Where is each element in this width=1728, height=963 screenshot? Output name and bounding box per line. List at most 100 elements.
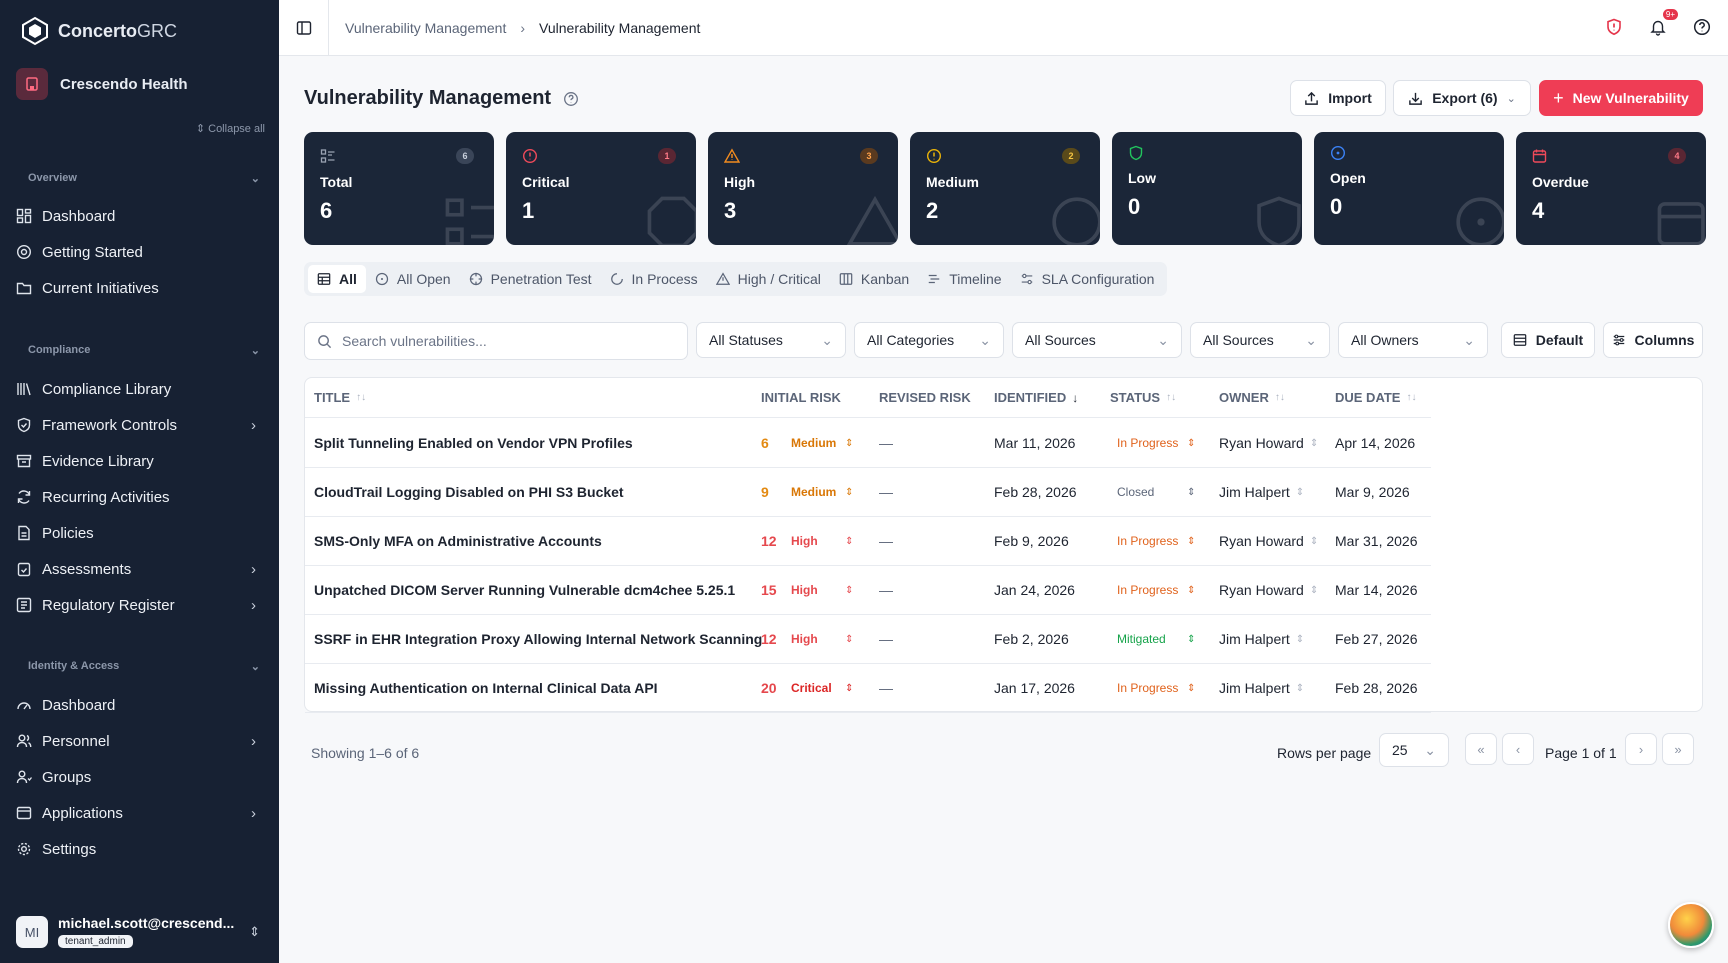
sidebar-item-policies[interactable]: Policies (16, 517, 264, 549)
cell-initial-risk[interactable]: 9 Medium ⇕ (761, 468, 853, 516)
source-filter-select-2[interactable]: All Sources ⌄ (1190, 322, 1330, 358)
column-header-revised-risk[interactable]: REVISED RISK (879, 378, 971, 417)
cell-title[interactable]: Missing Authentication on Internal Clini… (314, 680, 658, 696)
column-header-title[interactable]: TITLE ↑↓ (314, 378, 366, 417)
sidebar-item-recurring-activities[interactable]: Recurring Activities (16, 481, 264, 513)
sidebar-item-current-initiatives[interactable]: Current Initiatives (16, 272, 264, 304)
last-page-button[interactable]: » (1662, 733, 1694, 765)
cell-initial-risk[interactable]: 20 Critical ⇕ (761, 664, 853, 712)
cell-initial-risk[interactable]: 15 High ⇕ (761, 566, 853, 614)
tab-in-process[interactable]: In Process (601, 265, 707, 293)
chevron-updown-icon: ⇕ (845, 633, 854, 645)
cell-initial-risk[interactable]: 6 Medium ⇕ (761, 419, 853, 467)
cell-title[interactable]: CloudTrail Logging Disabled on PHI S3 Bu… (314, 484, 624, 500)
cell-title[interactable]: Unpatched DICOM Server Running Vulnerabl… (314, 582, 736, 598)
cell-owner[interactable]: Jim Halpert ⇕ (1219, 468, 1304, 516)
column-header-initial-risk[interactable]: INITIAL RISK (761, 378, 841, 417)
source-filter-select[interactable]: All Sources ⌄ (1012, 322, 1182, 358)
sidebar-item-framework-controls[interactable]: Framework Controls › (16, 409, 264, 441)
cell-owner[interactable]: Jim Halpert ⇕ (1219, 664, 1304, 712)
rows-per-page-select[interactable]: 25 ⌄ (1379, 733, 1449, 767)
cell-status[interactable]: In Progress ⇕ (1117, 419, 1195, 467)
cell-title[interactable]: Split Tunneling Enabled on Vendor VPN Pr… (314, 435, 633, 451)
cell-owner[interactable]: Ryan Howard ⇕ (1219, 566, 1318, 614)
next-page-button[interactable]: › (1625, 733, 1657, 765)
first-page-button[interactable]: « (1465, 733, 1497, 765)
import-button[interactable]: Import (1290, 80, 1386, 116)
cell-title[interactable]: SSRF in EHR Integration Proxy Allowing I… (314, 631, 763, 647)
status-filter-select[interactable]: All Statuses ⌄ (696, 322, 846, 358)
sidebar-item-getting-started[interactable]: Getting Started (16, 236, 264, 268)
new-vulnerability-button[interactable]: + New Vulnerability (1539, 80, 1703, 116)
stat-card-medium[interactable]: 2 Medium 2 (910, 132, 1100, 245)
column-header-due-date[interactable]: DUE DATE ↑↓ (1335, 378, 1416, 417)
cell-status[interactable]: Closed ⇕ (1117, 468, 1195, 516)
table-row[interactable]: SSRF in EHR Integration Proxy Allowing I… (305, 615, 1431, 664)
search-input[interactable]: Search vulnerabilities... (304, 322, 688, 360)
cell-status[interactable]: In Progress ⇕ (1117, 664, 1195, 712)
sidebar-item-dashboard[interactable]: Dashboard (16, 200, 264, 232)
user-menu[interactable]: MI michael.scott@crescend... tenant_admi… (16, 914, 264, 950)
stat-card-critical[interactable]: 1 Critical 1 (506, 132, 696, 245)
breadcrumb-parent-link[interactable]: Vulnerability Management (345, 19, 507, 36)
stat-label: High (724, 174, 756, 190)
stat-card-high[interactable]: 3 High 3 (708, 132, 898, 245)
section-identity-access[interactable]: Identity & Access ⌄ (28, 660, 260, 673)
org-switcher[interactable]: Crescendo Health (16, 68, 188, 100)
category-filter-select[interactable]: All Categories ⌄ (854, 322, 1004, 358)
collapse-all-button[interactable]: ⇕ Collapse all (195, 123, 265, 135)
tab-penetration-test[interactable]: Penetration Test (460, 265, 601, 293)
owner-filter-select[interactable]: All Owners ⌄ (1338, 322, 1488, 358)
help-button[interactable] (1690, 15, 1714, 39)
export-button[interactable]: Export (6) ⌄ (1393, 80, 1531, 116)
sidebar-item-settings[interactable]: Settings (16, 833, 264, 865)
cell-owner[interactable]: Ryan Howard ⇕ (1219, 419, 1318, 467)
sidebar-item-regulatory-register[interactable]: Regulatory Register › (16, 589, 264, 621)
table-row[interactable]: CloudTrail Logging Disabled on PHI S3 Bu… (305, 468, 1431, 517)
cell-initial-risk[interactable]: 12 High ⇕ (761, 517, 853, 565)
sidebar-item-evidence-library[interactable]: Evidence Library (16, 445, 264, 477)
sidebar-toggle-button[interactable] (279, 0, 329, 56)
tab-all[interactable]: All (308, 265, 366, 293)
cell-title[interactable]: SMS-Only MFA on Administrative Accounts (314, 533, 602, 549)
sidebar-item-compliance-library[interactable]: Compliance Library (16, 373, 264, 405)
assistant-launcher-button[interactable] (1668, 902, 1714, 948)
section-overview[interactable]: Overview ⌄ (28, 172, 260, 185)
column-header-owner[interactable]: OWNER ↑↓ (1219, 378, 1285, 417)
notifications-button[interactable]: 9+ (1646, 9, 1678, 39)
cell-owner[interactable]: Jim Halpert ⇕ (1219, 615, 1304, 663)
table-row[interactable]: Unpatched DICOM Server Running Vulnerabl… (305, 566, 1431, 615)
column-header-status[interactable]: STATUS ↑↓ (1110, 378, 1176, 417)
columns-button[interactable]: Columns (1603, 322, 1703, 358)
table-row[interactable]: Split Tunneling Enabled on Vendor VPN Pr… (305, 419, 1431, 468)
sidebar-item-applications[interactable]: Applications › (16, 797, 264, 829)
security-alert-button[interactable] (1602, 15, 1626, 39)
tab-timeline[interactable]: Timeline (918, 265, 1010, 293)
tab-high-critical[interactable]: High / Critical (707, 265, 830, 293)
sidebar-item-assessments[interactable]: Assessments › (16, 553, 264, 585)
table-row[interactable]: Missing Authentication on Internal Clini… (305, 664, 1431, 713)
cell-status[interactable]: In Progress ⇕ (1117, 517, 1195, 565)
cell-status[interactable]: In Progress ⇕ (1117, 566, 1195, 614)
tab-kanban[interactable]: Kanban (830, 265, 918, 293)
cell-initial-risk[interactable]: 12 High ⇕ (761, 615, 853, 663)
table-row[interactable]: SMS-Only MFA on Administrative Accounts 1… (305, 517, 1431, 566)
export-label: Export (6) (1432, 90, 1498, 106)
sidebar-item-personnel[interactable]: Personnel › (16, 725, 264, 757)
stat-card-open[interactable]: Open 0 (1314, 132, 1504, 245)
tab-sla-configuration[interactable]: SLA Configuration (1011, 265, 1164, 293)
stat-card-overdue[interactable]: 4 Overdue 4 (1516, 132, 1706, 245)
app-logo[interactable]: ConcertoGRC (20, 14, 177, 48)
stat-card-total[interactable]: 6 Total 6 (304, 132, 494, 245)
stat-card-low[interactable]: Low 0 (1112, 132, 1302, 245)
sidebar-item-groups[interactable]: Groups (16, 761, 264, 793)
section-compliance[interactable]: Compliance ⌄ (28, 344, 260, 357)
prev-page-button[interactable]: ‹ (1502, 733, 1534, 765)
column-header-identified[interactable]: IDENTIFIED ↓ (994, 378, 1078, 417)
cell-status[interactable]: Mitigated ⇕ (1117, 615, 1195, 663)
default-view-button[interactable]: Default (1501, 322, 1595, 358)
cell-owner[interactable]: Ryan Howard ⇕ (1219, 517, 1318, 565)
sidebar-item-identity-dashboard[interactable]: Dashboard (16, 689, 264, 721)
tab-all-open[interactable]: All Open (366, 265, 460, 293)
info-icon[interactable] (563, 91, 579, 107)
